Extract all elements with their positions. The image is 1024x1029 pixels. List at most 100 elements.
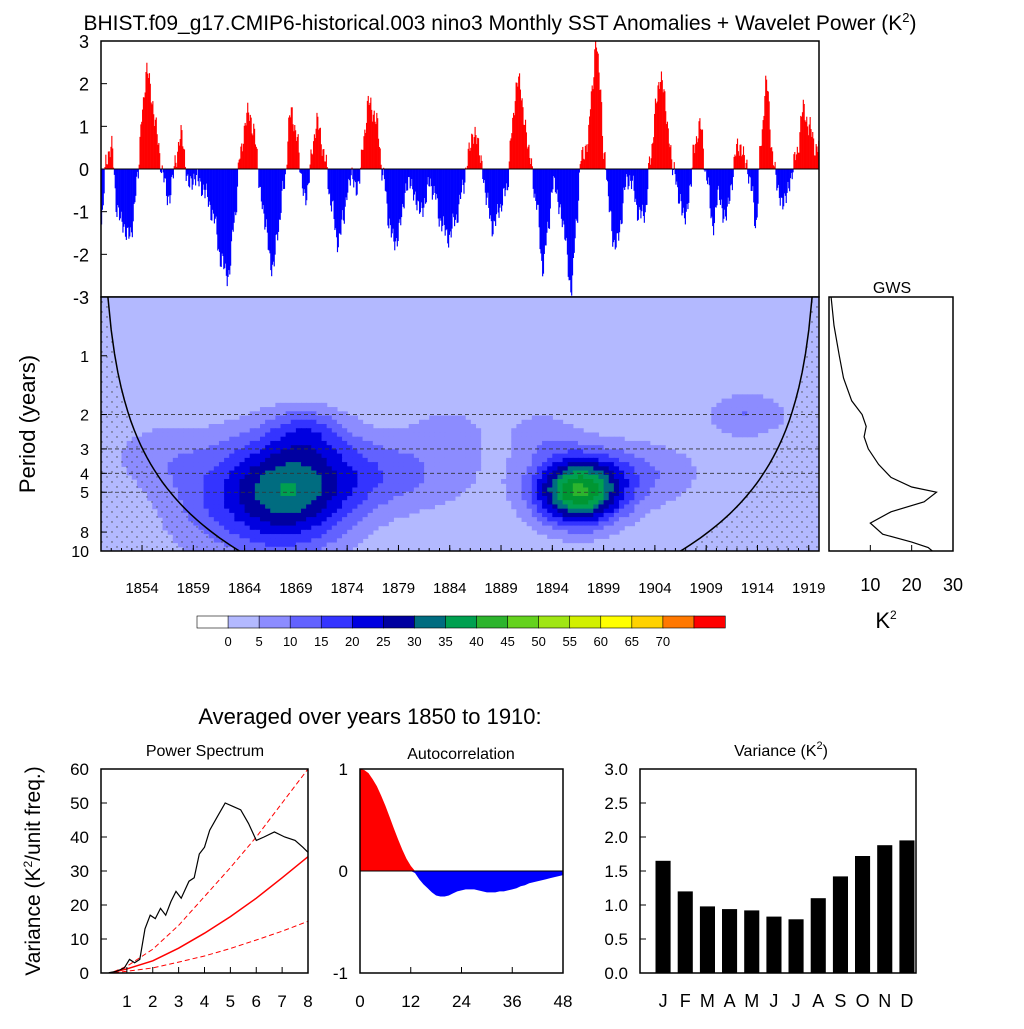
wavelet-cell [234, 483, 240, 488]
wavelet-cell [424, 437, 430, 442]
wavelet-cell [183, 466, 189, 471]
wavelet-cell [250, 449, 256, 454]
wavelet-cell [214, 483, 220, 488]
wavelet-cell [737, 399, 743, 404]
wavelet-cell [250, 441, 256, 446]
wavelet-cell [286, 416, 292, 421]
wavelet-cell [352, 475, 358, 480]
wavelet-cell [629, 513, 635, 518]
wavelet-cell [255, 428, 261, 433]
wavelet-cell [291, 462, 297, 467]
wavelet-cell [429, 483, 435, 488]
wavelet-cell [465, 462, 471, 467]
wavelet-cell [281, 526, 287, 531]
wavelet-cell [281, 513, 287, 518]
wavelet-cell [378, 441, 384, 446]
autocorrelation-y-tick-label: -1 [333, 964, 348, 983]
wavelet-cell [291, 403, 297, 408]
wavelet-cell [209, 513, 215, 518]
wavelet-cell [568, 475, 574, 480]
wavelet-cell [260, 428, 266, 433]
wavelet-cell [301, 530, 307, 535]
wavelet-cell [742, 411, 748, 416]
wavelet-cell [557, 458, 563, 463]
wavelet-cell [532, 504, 538, 509]
wavelet-cell [260, 521, 266, 526]
wavelet-cell [198, 479, 204, 484]
wavelet-cell [239, 496, 245, 501]
wavelet-cell [434, 462, 440, 467]
wavelet-cell [675, 483, 681, 488]
wavelet-cell [532, 526, 538, 531]
wavelet-cell [183, 462, 189, 467]
wavelet-cell [614, 479, 620, 484]
wavelet-cell [419, 424, 425, 429]
wavelet-cell [383, 449, 389, 454]
wavelet-cell [388, 441, 394, 446]
wavelet-cell [583, 526, 589, 531]
wavelet-cell [188, 496, 194, 501]
wavelet-cell [629, 458, 635, 463]
wavelet-cell [209, 504, 215, 509]
wavelet-cell [245, 441, 251, 446]
wavelet-cell [270, 517, 276, 522]
wavelet-cell [286, 454, 292, 459]
wavelet-cell [337, 424, 343, 429]
wavelet-cell [316, 420, 322, 425]
wavelet-cell [291, 504, 297, 509]
wavelet-cell [604, 475, 610, 480]
wavelet-cell [573, 500, 579, 505]
wavelet-cell [573, 432, 579, 437]
power-spectrum-y-tick-label: 30 [70, 862, 89, 881]
wavelet-cell [681, 483, 687, 488]
wavelet-cell [619, 466, 625, 471]
wavelet-cell [563, 458, 569, 463]
wavelet-cell [275, 479, 281, 484]
wavelet-cell [224, 424, 230, 429]
wavelet-cell [434, 449, 440, 454]
red-noise-mean [114, 857, 308, 972]
variance-bar [789, 919, 804, 973]
wavelet-cell [393, 513, 399, 518]
wavelet-cell [383, 513, 389, 518]
wavelet-cell [578, 530, 584, 535]
wavelet-cell [409, 441, 415, 446]
wavelet-cell [311, 538, 317, 543]
wavelet-cell [198, 500, 204, 505]
wavelet-cell [260, 475, 266, 480]
wavelet-cell [640, 458, 646, 463]
wavelet-cell [778, 416, 784, 421]
wavelet-cell [383, 479, 389, 484]
wavelet-cell [327, 449, 333, 454]
wavelet-cell [301, 411, 307, 416]
wavelet-cell [424, 488, 430, 493]
wavelet-cell [322, 475, 328, 480]
wavelet-cell [198, 496, 204, 501]
wavelet-cell [557, 432, 563, 437]
wavelet-cell [383, 432, 389, 437]
wavelet-cell [460, 454, 466, 459]
wavelet-cell [511, 449, 517, 454]
variance-bar [855, 856, 870, 973]
wavelet-cell [260, 500, 266, 505]
wavelet-cell [614, 458, 620, 463]
wavelet-cell [593, 517, 599, 522]
wavelet-cell [522, 504, 528, 509]
wavelet-cell [588, 517, 594, 522]
wavelet-cell [393, 432, 399, 437]
wavelet-cell [316, 534, 322, 539]
power-spectrum-title: Power Spectrum [146, 743, 264, 760]
wavelet-cell [250, 488, 256, 493]
wavelet-cell [255, 488, 261, 493]
wavelet-cell [429, 424, 435, 429]
wavelet-cell [404, 466, 410, 471]
wavelet-cell [332, 483, 338, 488]
wavelet-cell [275, 449, 281, 454]
wavelet-cell [398, 479, 404, 484]
wavelet-cell [537, 509, 543, 514]
wavelet-cell [214, 449, 220, 454]
wavelet-cell [573, 428, 579, 433]
wavelet-cell [239, 454, 245, 459]
wavelet-cell [219, 509, 225, 514]
wavelet-cell [188, 466, 194, 471]
